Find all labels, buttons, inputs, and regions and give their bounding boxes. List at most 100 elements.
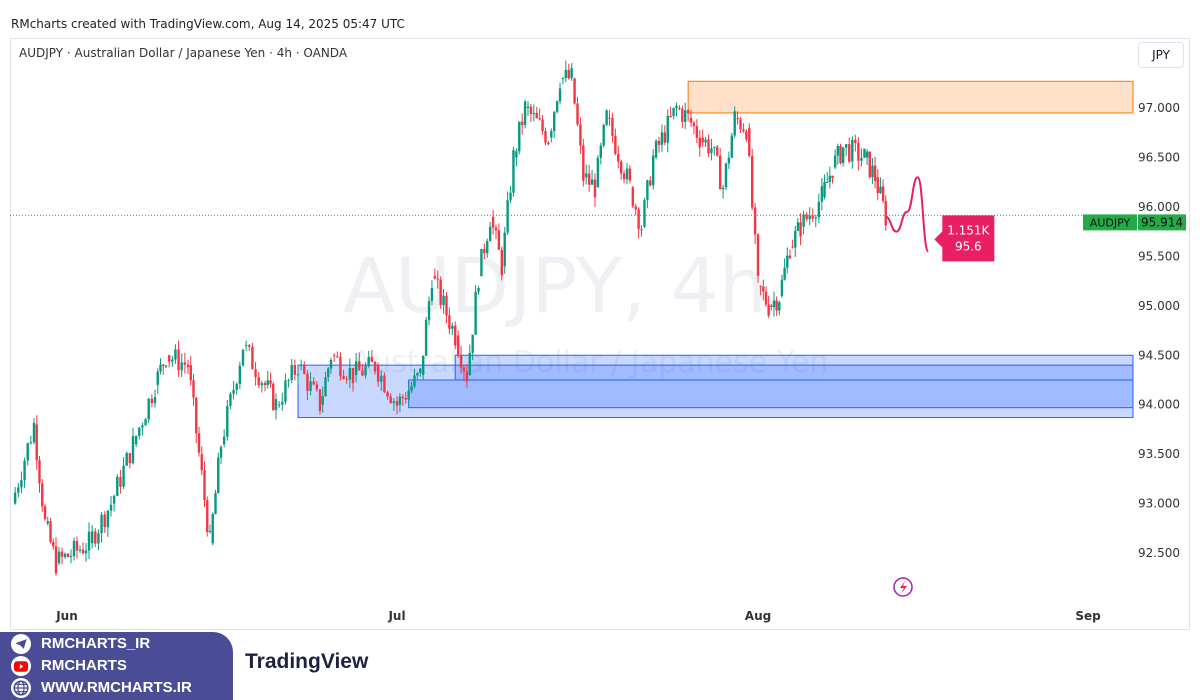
candle-down (529, 106, 533, 114)
candle-up (226, 405, 229, 437)
candle-up (828, 175, 832, 182)
forecast-volume: 1.151K (947, 223, 990, 237)
candle-down (103, 514, 106, 528)
candle-down (383, 375, 386, 393)
candle-up (235, 383, 238, 390)
candle-up (180, 362, 183, 371)
candle-up (260, 383, 264, 386)
candle-up (442, 295, 445, 306)
candle-up (141, 425, 144, 428)
candle-up (109, 504, 113, 511)
candle-down (345, 378, 348, 380)
telegram-link[interactable]: RMCHARTS_IR (11, 634, 150, 654)
chart-credit: RMcharts created with TradingView.com, A… (11, 17, 405, 31)
candle-up (672, 107, 675, 116)
candle-up (825, 181, 829, 183)
candle-down (742, 129, 745, 132)
candle-down (884, 200, 887, 226)
x-tick-label: Jun (55, 609, 78, 623)
candle-down (312, 381, 315, 385)
candle-down (54, 546, 58, 574)
candle-up (553, 111, 556, 132)
y-tick-label: 93.000 (1138, 497, 1180, 511)
candle-up (97, 533, 100, 544)
candle-down (389, 396, 392, 403)
candle-down (195, 397, 198, 434)
candle-up (125, 453, 128, 466)
candle-down (608, 117, 611, 119)
y-tick-label: 96.000 (1138, 200, 1180, 214)
candle-down (500, 249, 504, 276)
candle-up (646, 180, 649, 201)
candle-down (318, 389, 322, 412)
candle-up (643, 200, 646, 227)
candle-down (579, 124, 582, 146)
candle-down (873, 165, 877, 181)
candle-up (153, 397, 157, 404)
candle-up (72, 540, 76, 557)
last-price-badge (1138, 214, 1186, 231)
candle-up (134, 435, 138, 445)
candle-down (251, 346, 254, 370)
candle-up (364, 366, 367, 376)
candle-down (775, 300, 778, 311)
candle-down (162, 364, 165, 367)
candle-up (217, 457, 220, 494)
chart-panel[interactable] (10, 38, 1190, 630)
candle-down (263, 383, 267, 386)
candle-down (200, 454, 203, 471)
candle-up (57, 551, 61, 563)
candle-up (229, 393, 232, 406)
candle-down (445, 295, 448, 316)
candle-down (791, 246, 794, 248)
candle-up (367, 356, 370, 367)
candle-down (43, 506, 47, 520)
candle-up (112, 495, 116, 504)
demand-zone (454, 354, 1134, 381)
candle-down (640, 229, 643, 231)
candle-down (631, 187, 635, 207)
candle-up (424, 320, 428, 356)
candle-up (515, 151, 518, 158)
candle-down (339, 356, 342, 377)
candle-up (506, 200, 509, 233)
candle-up (413, 375, 416, 387)
youtube-link[interactable]: RMCHARTS (11, 656, 127, 676)
y-tick-label: 93.500 (1138, 447, 1180, 461)
candle-down (538, 118, 541, 120)
website-link[interactable]: WWW.RMCHARTS.IR (11, 678, 192, 698)
candle-down (269, 380, 272, 384)
candle-up (772, 300, 776, 308)
candle-down (448, 315, 451, 329)
candle-down (272, 383, 275, 410)
candle-down (881, 186, 885, 201)
candle-up (26, 443, 29, 461)
forecast-label-box (934, 215, 995, 262)
candle-down (689, 117, 693, 123)
candle-up (780, 279, 784, 296)
candle-up (879, 186, 882, 194)
candle-up (480, 248, 483, 277)
forecast-path (885, 176, 930, 253)
candle-down (736, 117, 739, 120)
candle-up (116, 476, 119, 496)
symbol-title: AUDJPY · Australian Dollar / Japanese Ye… (19, 46, 348, 60)
candle-down (436, 278, 439, 280)
candle-down (617, 153, 620, 162)
lightning-bolt-icon (900, 581, 907, 594)
candle-up (17, 487, 20, 493)
candle-up (354, 361, 358, 376)
candle-down (547, 142, 550, 145)
candle-up (63, 553, 67, 557)
currency-button[interactable]: JPY (1138, 42, 1184, 68)
candle-up (477, 288, 480, 292)
y-tick-label: 94.500 (1138, 348, 1180, 362)
candle-down (197, 433, 201, 453)
candle-down (128, 453, 132, 464)
candle-up (550, 131, 553, 138)
candle-down (767, 304, 770, 316)
candle-up (32, 422, 36, 443)
candle-down (119, 476, 122, 487)
candle-down (483, 248, 486, 254)
